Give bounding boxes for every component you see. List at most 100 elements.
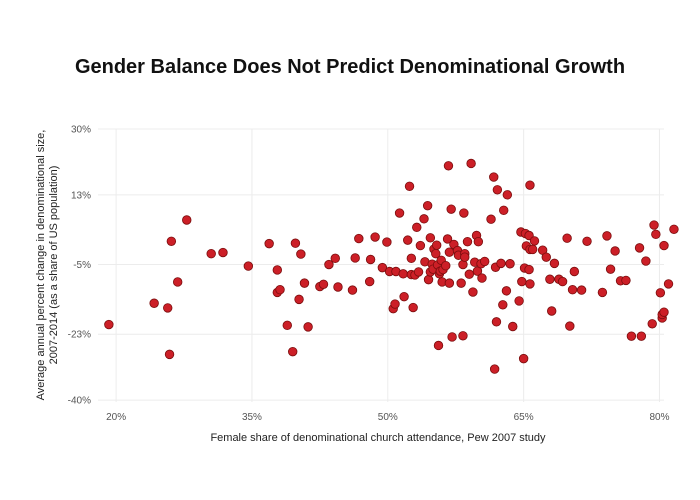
- scatter-point[interactable]: [404, 181, 415, 192]
- scatter-point[interactable]: [446, 204, 456, 214]
- scatter-point[interactable]: [489, 172, 499, 182]
- scatter-point[interactable]: [557, 276, 568, 287]
- scatter-point[interactable]: [206, 248, 216, 259]
- scatter-point[interactable]: [659, 307, 669, 317]
- scatter-point[interactable]: [491, 317, 502, 327]
- scatter-point[interactable]: [443, 161, 454, 171]
- scatter-point[interactable]: [296, 249, 306, 259]
- scatter-point[interactable]: [610, 246, 620, 256]
- scatter-point[interactable]: [565, 321, 575, 331]
- scatter-point[interactable]: [489, 364, 500, 374]
- scatter-point[interactable]: [501, 286, 512, 296]
- scatter-point[interactable]: [486, 214, 496, 224]
- scatter-point[interactable]: [444, 278, 455, 288]
- scatter-point[interactable]: [634, 243, 645, 253]
- scatter-point[interactable]: [164, 349, 175, 360]
- scatter-point[interactable]: [365, 254, 376, 265]
- scatter-point[interactable]: [398, 269, 408, 279]
- scatter-point[interactable]: [350, 253, 360, 263]
- scatter-point[interactable]: [527, 244, 538, 255]
- scatter-point[interactable]: [498, 300, 508, 310]
- scatter-point[interactable]: [473, 236, 484, 247]
- scatter-point[interactable]: [413, 267, 424, 277]
- scatter-point[interactable]: [431, 240, 442, 250]
- scatter-point[interactable]: [299, 278, 310, 288]
- scatter-point[interactable]: [505, 259, 515, 269]
- scatter-point[interactable]: [441, 260, 451, 271]
- scatter-point[interactable]: [547, 306, 557, 316]
- scatter-point[interactable]: [582, 236, 592, 246]
- scatter-point[interactable]: [290, 238, 301, 248]
- scatter-point[interactable]: [567, 285, 578, 295]
- scatter-point[interactable]: [318, 279, 329, 289]
- scatter-point[interactable]: [496, 258, 506, 269]
- scatter-point[interactable]: [447, 332, 457, 342]
- scatter-point[interactable]: [442, 234, 453, 244]
- scatter-point[interactable]: [444, 247, 455, 257]
- scatter-point[interactable]: [166, 236, 177, 246]
- scatter-point[interactable]: [549, 258, 560, 269]
- scatter-point[interactable]: [275, 285, 285, 295]
- scatter-point[interactable]: [370, 232, 380, 242]
- scatter-point[interactable]: [406, 253, 417, 264]
- scatter-point[interactable]: [333, 282, 343, 292]
- scatter-point[interactable]: [460, 252, 470, 262]
- scatter-point[interactable]: [163, 303, 173, 313]
- scatter-point[interactable]: [464, 269, 474, 279]
- scatter-point[interactable]: [282, 320, 292, 331]
- scatter-point[interactable]: [502, 190, 513, 200]
- scatter-point[interactable]: [517, 276, 527, 287]
- scatter-point[interactable]: [525, 180, 535, 190]
- scatter-point[interactable]: [647, 319, 657, 329]
- scatter-point[interactable]: [649, 220, 659, 230]
- scatter-point[interactable]: [529, 236, 540, 246]
- scatter-point[interactable]: [412, 222, 422, 233]
- scatter-point[interactable]: [508, 321, 518, 332]
- scatter-point[interactable]: [347, 285, 358, 295]
- scatter-point[interactable]: [172, 277, 183, 287]
- scatter-point[interactable]: [576, 285, 587, 295]
- scatter-point[interactable]: [182, 215, 192, 225]
- scatter-point[interactable]: [462, 236, 473, 247]
- scatter-point[interactable]: [621, 275, 631, 286]
- scatter-point[interactable]: [459, 208, 469, 218]
- scatter-point[interactable]: [422, 200, 433, 211]
- scatter-point[interactable]: [569, 266, 580, 277]
- scatter-point[interactable]: [659, 240, 669, 251]
- scatter-point[interactable]: [382, 237, 392, 247]
- scatter-point[interactable]: [458, 331, 468, 341]
- scatter-point[interactable]: [597, 287, 608, 298]
- scatter-point[interactable]: [288, 346, 298, 357]
- scatter-point[interactable]: [641, 256, 651, 266]
- scatter-point[interactable]: [218, 247, 228, 258]
- scatter-point[interactable]: [518, 353, 529, 364]
- scatter-point[interactable]: [425, 233, 436, 243]
- scatter-point[interactable]: [264, 238, 274, 249]
- scatter-point[interactable]: [243, 261, 254, 271]
- scatter-point[interactable]: [626, 331, 637, 341]
- scatter-point[interactable]: [399, 291, 409, 302]
- scatter-point[interactable]: [415, 240, 426, 251]
- scatter-point[interactable]: [514, 296, 524, 306]
- scatter-point[interactable]: [669, 224, 679, 234]
- scatter-point[interactable]: [602, 231, 612, 241]
- scatter-point[interactable]: [294, 294, 304, 305]
- scatter-point[interactable]: [472, 266, 483, 276]
- scatter-point[interactable]: [492, 185, 503, 195]
- scatter-point[interactable]: [324, 259, 334, 270]
- scatter-point[interactable]: [272, 265, 283, 275]
- scatter-point[interactable]: [466, 158, 476, 169]
- scatter-point[interactable]: [651, 229, 661, 240]
- scatter-point[interactable]: [663, 279, 674, 289]
- scatter-point[interactable]: [524, 264, 534, 275]
- scatter-point[interactable]: [390, 299, 400, 309]
- scatter-point[interactable]: [477, 273, 487, 283]
- scatter-point[interactable]: [423, 274, 434, 285]
- scatter-point[interactable]: [456, 278, 466, 288]
- scatter-point[interactable]: [408, 302, 418, 313]
- scatter-point[interactable]: [636, 331, 647, 341]
- scatter-point[interactable]: [403, 235, 413, 245]
- scatter-point[interactable]: [479, 256, 490, 267]
- scatter-point[interactable]: [303, 322, 313, 332]
- scatter-point[interactable]: [545, 274, 555, 284]
